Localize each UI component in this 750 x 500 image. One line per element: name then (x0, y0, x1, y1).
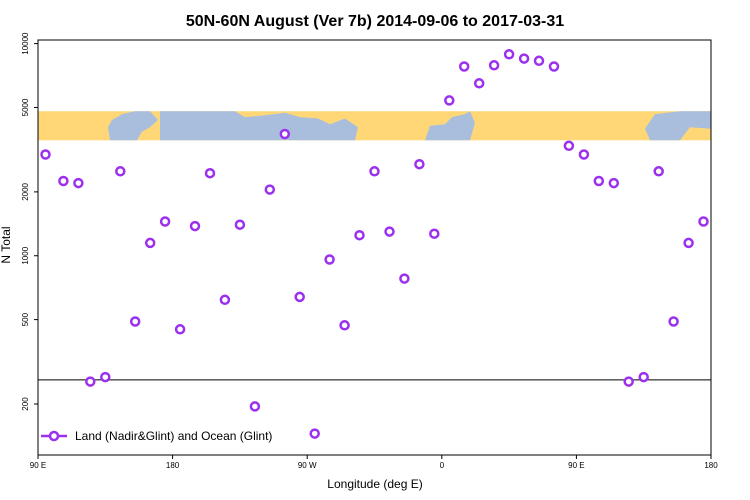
x-axis-label: Longitude (deg E) (327, 477, 422, 491)
data-point (40, 149, 51, 160)
y-axis: 200 500 1000 2000 5000 10000 (21, 32, 38, 411)
data-point (578, 149, 590, 160)
data-point (204, 167, 216, 179)
x-tick-label: 0 (440, 461, 445, 470)
y-tick-label: 2000 (21, 182, 30, 200)
data-point (294, 291, 305, 303)
x-tick-label: 180 (704, 461, 718, 470)
legend-point-marker (48, 430, 60, 442)
data-point (444, 95, 455, 106)
data-point (608, 177, 620, 189)
y-tick-label: 10000 (21, 32, 30, 55)
data-point (399, 273, 410, 284)
data-point (100, 371, 111, 383)
data-point (58, 175, 69, 187)
data-point (174, 324, 186, 335)
data-point (159, 216, 171, 227)
map-band-land-americas (108, 111, 158, 141)
data-point (698, 216, 709, 227)
data-point (354, 229, 365, 241)
data-point (638, 371, 649, 383)
legend: Land (Nadir&Glint) and Ocean (Glint) (41, 429, 272, 443)
data-point (234, 219, 246, 230)
map-band-land-east (425, 111, 475, 141)
y-tick-label: 1000 (21, 246, 30, 264)
data-point (85, 376, 96, 387)
data-point (219, 294, 231, 306)
world-map-band (38, 111, 711, 141)
data-point (458, 61, 470, 72)
data-point (548, 61, 560, 72)
data-point (144, 237, 156, 249)
x-tick-label: 90 E (568, 461, 584, 470)
data-point (593, 175, 605, 187)
data-points (40, 49, 709, 439)
data-point (473, 78, 485, 89)
data-point (563, 140, 575, 152)
data-point (414, 158, 425, 170)
y-tick-label: 200 (21, 397, 30, 411)
legend-label: Land (Nadir&Glint) and Ocean (Glint) (75, 429, 272, 443)
data-point (518, 53, 530, 64)
data-point (73, 177, 84, 189)
plot-area-frame (37, 39, 712, 456)
data-point (309, 428, 320, 439)
data-point (339, 320, 350, 331)
x-tick-label: 90 E (30, 461, 46, 470)
data-point (429, 228, 440, 239)
data-point (129, 316, 141, 327)
data-point (668, 316, 679, 327)
data-point (264, 184, 276, 195)
map-band-land-eurasia (160, 111, 358, 141)
x-tick-label: 180 (166, 461, 180, 470)
y-tick-label: 5000 (21, 98, 30, 116)
data-point (279, 128, 291, 140)
data-point (324, 254, 335, 265)
data-point (503, 49, 515, 60)
y-tick-label: 500 (21, 312, 30, 326)
y-axis-label: N Total (0, 226, 13, 263)
data-point (533, 55, 545, 67)
x-axis: 90 E 180 90 W 0 90 E 180 (30, 455, 718, 470)
data-point (369, 166, 380, 177)
data-point (384, 226, 395, 237)
data-point (683, 237, 694, 249)
data-point (488, 60, 500, 71)
data-point (623, 376, 634, 387)
x-tick-label: 90 W (298, 461, 317, 470)
map-band-land-west (645, 111, 711, 141)
data-point (115, 166, 126, 177)
data-point (189, 220, 201, 232)
data-point (653, 166, 664, 177)
data-point (249, 401, 261, 412)
chart-title: 50N-60N August (Ver 7b) 2014-09-06 to 20… (186, 13, 564, 30)
